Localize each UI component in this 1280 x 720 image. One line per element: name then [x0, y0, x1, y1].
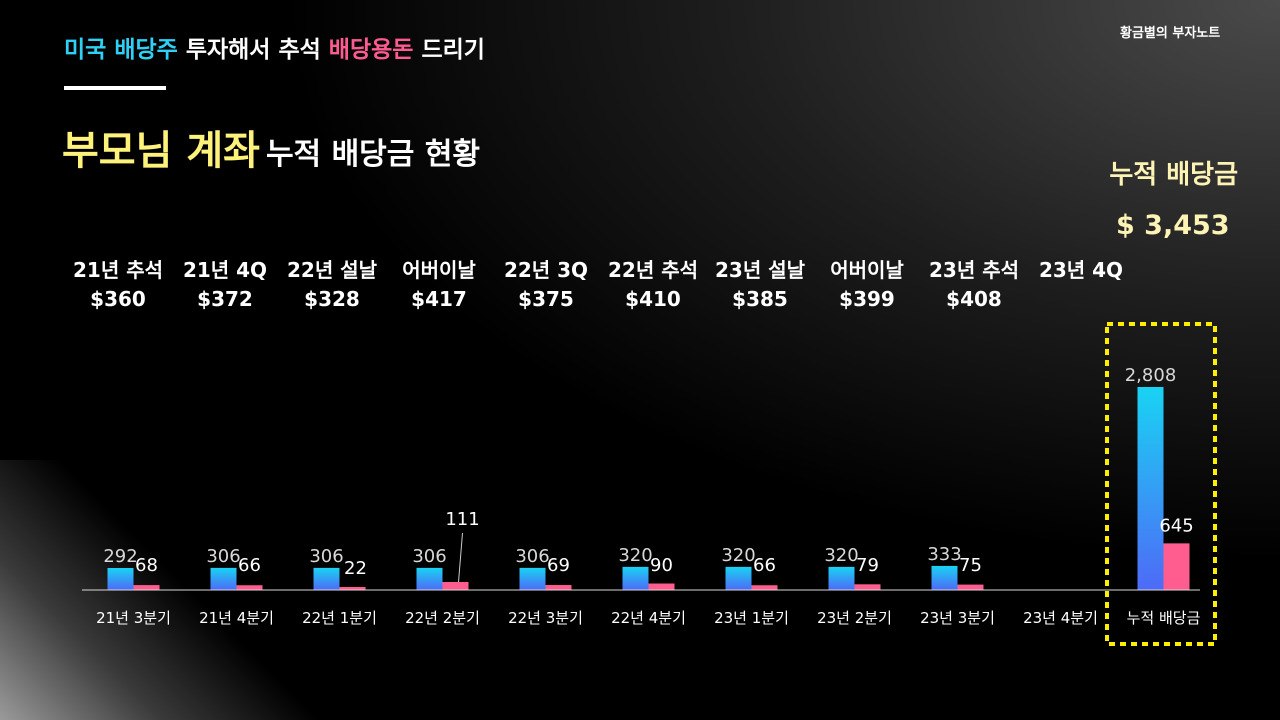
- bar-series-b: [133, 585, 160, 590]
- event-amount: $328: [304, 287, 360, 311]
- bar-series-a: [313, 567, 340, 590]
- event-item: 어버이날 $417: [384, 254, 494, 311]
- event-item: 22년 3Q $375: [491, 254, 601, 311]
- total-highlight-box: [1105, 322, 1217, 646]
- subtitle-part-2: 투자해서 추석: [177, 37, 329, 63]
- event-amount: $372: [197, 287, 253, 311]
- data-label-series-a: 306: [515, 546, 549, 567]
- bar-series-a: [828, 566, 855, 590]
- bar-series-a: [210, 567, 237, 590]
- bar-series-b: [957, 584, 984, 590]
- bar-series-a: [107, 568, 134, 590]
- x-tick-label: 21년 4분기: [199, 609, 274, 627]
- bar-series-a: [1137, 387, 1164, 590]
- data-label-series-a: 292: [103, 546, 137, 567]
- data-label-series-b: 66: [238, 555, 261, 576]
- total-dividend-label: 누적 배당금: [1109, 160, 1238, 190]
- bar-series-b: [339, 587, 366, 590]
- event-name: 23년 추석: [929, 258, 1019, 282]
- event-item: 22년 설날 $328: [277, 254, 387, 311]
- data-label-series-b: 111: [445, 509, 479, 530]
- x-tick-label: 22년 1분기: [302, 609, 377, 627]
- event-name: 21년 추석: [73, 258, 163, 282]
- event-name: 23년 설날: [715, 258, 805, 282]
- event-item: 23년 추석 $408: [919, 254, 1029, 311]
- event-item: 23년 4Q: [1026, 254, 1136, 287]
- event-amount: $417: [411, 287, 467, 311]
- event-amount: $375: [518, 287, 574, 311]
- x-tick-label: 22년 2분기: [405, 609, 480, 627]
- data-label-series-b: 90: [650, 555, 673, 576]
- event-item: 23년 설날 $385: [705, 254, 815, 311]
- event-item: 22년 추석 $410: [598, 254, 708, 311]
- data-label-series-b: 68: [135, 555, 158, 576]
- x-tick-label: 누적 배당금: [1127, 609, 1201, 627]
- data-label-series-b: 66: [753, 555, 776, 576]
- bar-series-b: [854, 584, 881, 590]
- bar-series-b: [751, 585, 778, 590]
- data-label-series-a: 333: [927, 544, 961, 565]
- title-divider: [64, 86, 166, 90]
- bar-series-a: [622, 566, 649, 590]
- x-tick-label: 22년 4분기: [611, 609, 686, 627]
- data-label-leader-line: [458, 532, 463, 583]
- bar-series-a: [931, 565, 958, 590]
- data-label-series-b: 75: [959, 555, 982, 576]
- event-name: 22년 추석: [608, 258, 698, 282]
- bar-series-b: [648, 583, 675, 590]
- data-label-series-b: 79: [856, 555, 879, 576]
- event-item: 21년 추석 $360: [63, 254, 173, 311]
- bar-series-a: [725, 566, 752, 590]
- data-label-series-a: 2,808: [1125, 365, 1177, 386]
- x-tick-label: 23년 3분기: [920, 609, 995, 627]
- data-label-series-a: 320: [721, 545, 755, 566]
- subtitle-part-4: 드리기: [413, 37, 485, 63]
- x-tick-label: 23년 2분기: [817, 609, 892, 627]
- event-name: 21년 4Q: [182, 258, 268, 282]
- event-name: 어버이날: [402, 258, 476, 282]
- data-label-series-a: 320: [618, 545, 652, 566]
- subtitle-part-1: 미국 배당주: [64, 37, 178, 63]
- event-name: 어버이날: [830, 258, 904, 282]
- data-label-series-a: 320: [824, 545, 858, 566]
- event-amount: $410: [625, 287, 681, 311]
- data-label-series-b: 22: [344, 558, 367, 579]
- brand-label: 황금별의 부자노트: [1120, 26, 1221, 41]
- x-tick-label: 23년 4분기: [1023, 609, 1098, 627]
- data-label-series-a: 306: [412, 546, 446, 567]
- bar-series-b: [1163, 543, 1190, 590]
- bar-series-a: [519, 567, 546, 590]
- x-tick-label: 22년 3분기: [508, 609, 583, 627]
- bar-series-b: [236, 585, 263, 590]
- data-label-series-a: 306: [309, 546, 343, 567]
- event-amount: $385: [732, 287, 788, 311]
- event-amount: $360: [90, 287, 146, 311]
- bar-series-b: [545, 585, 572, 590]
- data-label-series-a: 306: [206, 546, 240, 567]
- top-subtitle: 미국 배당주 투자해서 추석 배당용돈 드리기: [64, 30, 485, 64]
- bar-series-a: [416, 567, 443, 590]
- event-amount: $399: [839, 287, 895, 311]
- x-tick-label: 21년 3분기: [96, 609, 171, 627]
- page-title-bold: 부모님 계좌: [62, 128, 260, 174]
- data-label-series-b: 69: [547, 555, 570, 576]
- page-title-rest: 누적 배당금 현황: [265, 137, 481, 172]
- event-amount: $408: [946, 287, 1002, 311]
- data-label-series-b: 645: [1159, 515, 1193, 536]
- page-title: 부모님 계좌 누적 배당금 현황: [62, 118, 480, 176]
- bar-series-b: [442, 582, 469, 590]
- event-name: 23년 4Q: [1038, 258, 1124, 282]
- subtitle-part-3: 배당용돈: [328, 37, 414, 63]
- event-item: 어버이날 $399: [812, 254, 922, 311]
- total-dividend-value: $ 3,453: [1116, 210, 1230, 241]
- x-tick-label: 23년 1분기: [714, 609, 789, 627]
- event-name: 22년 설날: [287, 258, 377, 282]
- event-name: 22년 3Q: [503, 258, 589, 282]
- event-item: 21년 4Q $372: [170, 254, 280, 311]
